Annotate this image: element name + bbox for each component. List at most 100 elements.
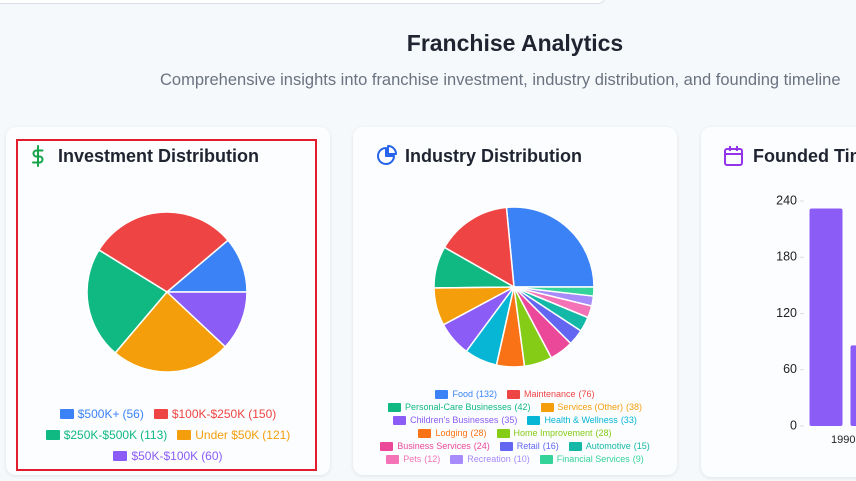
legend-item: $100K-$250K (150): [153, 407, 277, 421]
legend-value: (10): [513, 454, 530, 464]
legend-swatch: [435, 389, 449, 399]
legend-item: Services (Other) (38): [540, 402, 643, 412]
legend-value: (24): [473, 441, 490, 451]
y-tick-label: 60: [783, 362, 797, 376]
x-tick-label: 1990s: [831, 434, 856, 446]
pie-chart: [433, 206, 595, 368]
legend-label: Automotive: [585, 441, 631, 451]
legend-label: Recreation: [467, 454, 511, 464]
legend-item: Home Improvement (28): [496, 428, 612, 438]
legend-label: Personal-Care Businesses: [404, 402, 512, 412]
legend-item: Retail (16): [499, 441, 559, 451]
legend-value: (56): [122, 407, 144, 421]
legend-value: (9): [632, 454, 644, 464]
legend-swatch: [113, 451, 128, 461]
pie-slice: [97, 211, 230, 293]
card: $500K+ (56) $100K-$250K (150) $250K-$500K (11…: [6, 127, 330, 475]
y-tick-label: 180: [776, 250, 797, 264]
legend-item: Children's Businesses (35): [393, 415, 517, 425]
legend-label: Pets: [403, 454, 422, 464]
legend-label: $250K-$500K: [63, 428, 138, 442]
legend-value: (60): [201, 449, 223, 463]
pie-slice: [165, 291, 248, 348]
legend-label: Maintenance: [523, 389, 576, 399]
legend-value: (132): [475, 389, 497, 399]
legend: $500K+ (56) $100K-$250K (150) $250K-$500K (11…: [26, 407, 310, 463]
legend-item: Financial Services (9): [539, 454, 644, 464]
y-tick-label: 240: [776, 193, 797, 207]
legend-value: (150): [248, 407, 277, 421]
legend-item: Automotive (15): [568, 441, 650, 451]
legend-label: Services (Other): [557, 402, 624, 412]
legend-label: Under $50K: [195, 428, 260, 442]
pie-slice: [443, 206, 515, 289]
legend-label: $50K-$100K: [131, 449, 199, 463]
legend-swatch: [386, 454, 400, 464]
legend-item: $250K-$500K (113): [45, 428, 168, 442]
legend-value: (12): [424, 454, 441, 464]
legend-value: (28): [470, 428, 487, 438]
legend-swatch: [177, 430, 192, 440]
card-title: Investment Distribution: [58, 146, 260, 166]
bar: [809, 208, 843, 426]
pie-icon: [377, 145, 397, 165]
legend-item: Health & Wellness (33): [527, 415, 637, 425]
legend-swatch: [153, 409, 168, 419]
legend-item: Business Services (24): [380, 441, 490, 451]
highlight-box: [16, 139, 317, 471]
legend-item: Pets (12): [386, 454, 440, 464]
legend-item: Recreation (10): [450, 454, 530, 464]
legend-value: (42): [514, 402, 531, 412]
card-title: Founded Timeline: [753, 146, 856, 166]
legend-label: Financial Services: [556, 454, 630, 464]
pie-slice: [513, 286, 595, 297]
legend-value: (28): [595, 428, 612, 438]
legend-swatch: [59, 409, 74, 419]
legend-item: Food (132): [435, 389, 497, 399]
legend: Food (132) Maintenance (76) Personal-Care Bu…: [373, 389, 657, 464]
page-title: Franchise Analytics: [406, 30, 624, 56]
page-subtitle: Comprehensive insights into franchise in…: [160, 71, 841, 89]
legend-label: Lodging: [435, 428, 468, 438]
legend-label: $100K-$250K: [171, 407, 246, 421]
bar-chart: 0 60 120 180 240 1990s: [776, 193, 856, 446]
legend-value: (16): [542, 441, 559, 451]
card-title: Industry Distribution: [405, 146, 582, 166]
legend-item: Lodging (28): [418, 428, 487, 438]
legend-item: $50K-$100K (60): [113, 449, 223, 463]
legend-item: $500K+ (56): [59, 407, 144, 421]
pie-slice: [505, 206, 595, 288]
legend-value: (35): [501, 415, 518, 425]
legend-label: Children's Businesses: [410, 415, 499, 425]
legend-swatch: [496, 428, 510, 438]
legend-item: Maintenance (76): [506, 389, 595, 399]
legend-value: (113): [140, 428, 168, 442]
card: Food (132) Maintenance (76) Personal-Care Bu…: [353, 127, 677, 475]
legend-label: Health & Wellness: [544, 415, 618, 425]
legend-swatch: [393, 415, 407, 425]
calendar-icon: [724, 146, 743, 166]
pie-slice: [86, 248, 169, 355]
search-box[interactable]: [0, 0, 606, 4]
legend-item: Personal-Care Businesses (42): [387, 402, 531, 412]
legend-swatch: [418, 428, 432, 438]
legend-label: Home Improvement: [513, 428, 593, 438]
legend-swatch: [506, 389, 520, 399]
legend-value: (76): [578, 389, 595, 399]
legend-value: (15): [633, 441, 650, 451]
pie-slice: [114, 290, 227, 373]
dollar-icon: [32, 145, 44, 167]
legend-item: Under $50K (121): [177, 428, 290, 442]
legend-value: (33): [620, 415, 637, 425]
y-tick-label: 120: [776, 306, 797, 320]
legend-swatch: [568, 441, 582, 451]
legend-label: $500K+: [77, 407, 120, 421]
legend-swatch: [540, 402, 554, 412]
legend-label: Business Services: [397, 441, 471, 451]
legend-value: (121): [262, 428, 291, 442]
pie-chart: [86, 211, 248, 373]
y-tick-label: 0: [790, 418, 797, 432]
legend-value: (38): [626, 402, 643, 412]
card: 0 60 120 180 240 1990s Founded Timeline: [701, 127, 856, 477]
